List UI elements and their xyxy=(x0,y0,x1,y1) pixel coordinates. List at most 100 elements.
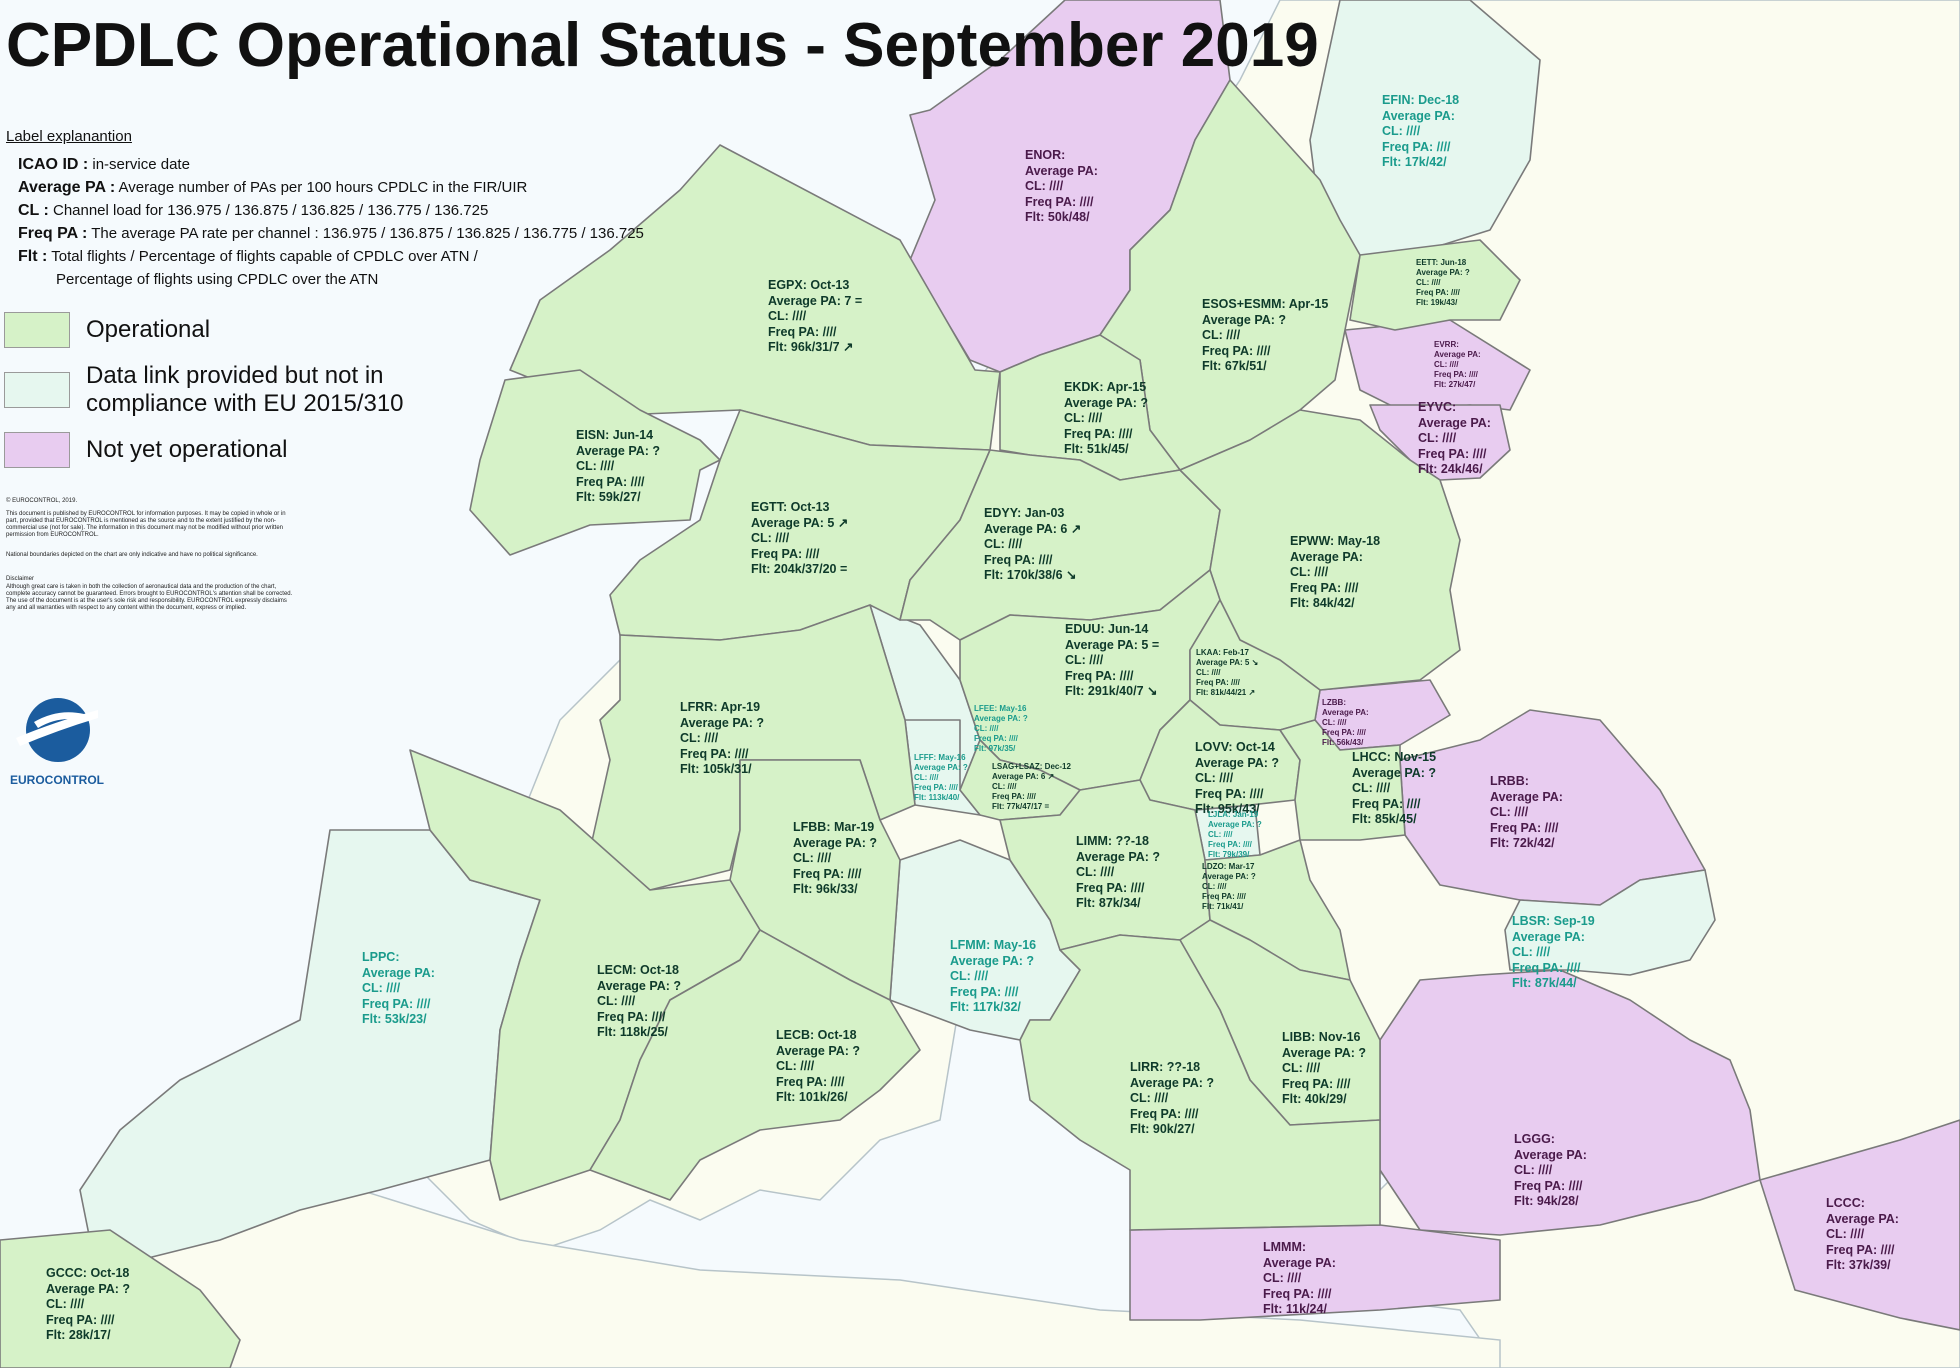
legend-desc: Percentage of flights using CPDLC over t… xyxy=(56,271,379,288)
legend-line-flt-cont: Percentage of flights using CPDLC over t… xyxy=(6,268,696,291)
fir-label-line: Average PA: ? xyxy=(914,763,968,772)
fir-label-line: CL: //// xyxy=(597,994,636,1008)
fir-label-line: Flt: 37k/39/ xyxy=(1826,1258,1891,1272)
fir-lirr xyxy=(1019,934,1381,1231)
fir-label-line: CL: //// xyxy=(680,731,719,745)
label-explanation: Label explanantion ICAO ID : in-service … xyxy=(6,128,696,291)
fir-label-line: Flt: 81k/44/21 ↗ xyxy=(1196,688,1256,697)
fir-label-line: Freq PA: //// xyxy=(974,734,1018,743)
fir-label-line: Freq PA: //// xyxy=(1490,820,1559,835)
fir-label-line: Freq PA: //// xyxy=(950,984,1019,999)
fir-label-lfff: LFFF: May-16 Average PA: ? CL: ////Freq PA… xyxy=(914,753,968,803)
fir-label-id: LIRR: ??-18 xyxy=(1130,1060,1201,1074)
fir-label-line: Average PA: 5 ↘ xyxy=(1196,658,1259,667)
fir-label-line: Average PA: ? xyxy=(1064,395,1149,410)
fir-label-line: Flt: 56k/43/ xyxy=(1322,738,1364,747)
fir-label-line: Average PA: ? xyxy=(1416,268,1470,277)
legend-line-freq-pa: Freq PA : The average PA rate per channe… xyxy=(6,222,696,245)
fir-label-line: Flt: 40k/29/ xyxy=(1282,1092,1347,1106)
fir-label-lfmm: LFMM: May-16 Average PA: ? CL: ////Freq PA… xyxy=(950,938,1036,1016)
fir-label-line: Flt: 96k/33/ xyxy=(793,882,858,896)
fir-label-id: LKAA: Feb-17 xyxy=(1196,648,1249,657)
fir-label-line: CL: //// xyxy=(1202,328,1241,342)
legend-line-icao: ICAO ID : in-service date xyxy=(6,153,696,176)
fir-label-lsag: LSAG+LSAZ: Dec-12 Average PA: 6 ↗ CL: ////… xyxy=(992,762,1071,812)
fir-label-line: Freq PA: //// xyxy=(576,474,645,489)
fir-label-line: CL: //// xyxy=(46,1297,85,1311)
legend-desc: Average number of PAs per 100 hours CPDL… xyxy=(115,179,528,196)
fir-label-line: Flt: 94k/28/ xyxy=(1514,1194,1579,1208)
fir-label-line: Freq PA: //// xyxy=(1208,840,1252,849)
fir-label-line: CL: //// xyxy=(1416,278,1441,287)
fir-label-line: Average PA: 7 = xyxy=(768,293,863,308)
fir-label-line: CL: //// xyxy=(1076,865,1115,879)
fir-label-lfrr: LFRR: Apr-19 Average PA: ? CL: ////Freq PA… xyxy=(680,700,764,778)
legend-label-operational: Operational xyxy=(86,316,211,343)
fir-label-line: Freq PA: //// xyxy=(1352,796,1421,811)
legend-key: ICAO ID : xyxy=(18,156,89,173)
fir-label-line: Flt: 113k/40/ xyxy=(914,793,960,802)
fir-label-line: Freq PA: //// xyxy=(914,783,958,792)
fir-label-id: LCCC: xyxy=(1826,1196,1865,1210)
fir-label-line: CL: //// xyxy=(362,981,401,995)
fir-label-id: LFMM: May-16 xyxy=(950,938,1037,952)
fir-label-line: Flt: 105k/31/ xyxy=(680,762,752,776)
fir-label-line: CL: //// xyxy=(751,531,790,545)
fir-label-line: Average PA: 5 ↗ xyxy=(751,515,849,530)
fir-label-epww: EPWW: May-18 Average PA: CL: ////Freq PA: … xyxy=(1290,534,1380,612)
fir-label-id: LRBB: xyxy=(1490,774,1529,788)
fir-label-line: CL: //// xyxy=(1195,771,1234,785)
fir-label-id: LECM: Oct-18 xyxy=(597,963,679,977)
fir-label-line: Freq PA: //// xyxy=(1263,1286,1332,1301)
fir-label-line: CL: //// xyxy=(1290,565,1329,579)
fir-lecb xyxy=(589,929,921,1201)
fir-label-line: Average PA: xyxy=(1434,350,1481,359)
fir-label-line: Average PA: ? xyxy=(597,978,682,993)
fir-label-line: CL: //// xyxy=(1196,668,1221,677)
fir-label-id: ENOR: xyxy=(1025,148,1066,162)
legend-desc: Total flights / Percentage of flights ca… xyxy=(47,248,478,265)
fir-label-id: EFIN: Dec-18 xyxy=(1382,93,1460,107)
fir-label-line: CL: //// xyxy=(1382,124,1421,138)
fir-label-line: CL: //// xyxy=(1263,1271,1302,1285)
fir-label-line: Flt: 77k/47/17 = xyxy=(992,802,1050,811)
fir-label-id: EGPX: Oct-13 xyxy=(768,278,850,292)
fir-label-line: Flt: 87k/34/ xyxy=(1076,896,1141,910)
fir-label-id: LFBB: Mar-19 xyxy=(793,820,875,834)
fir-label-eett: EETT: Jun-18 Average PA: ? CL: ////Freq PA… xyxy=(1416,258,1470,308)
fir-label-id: LGGG: xyxy=(1514,1132,1555,1146)
fir-label-lhcc: LHCC: Nov-15 Average PA: ? CL: ////Freq PA… xyxy=(1352,750,1436,828)
fir-label-line: Flt: 53k/23/ xyxy=(362,1012,427,1026)
fir-label-line: Average PA: xyxy=(1418,415,1491,430)
fir-label-line: Flt: 117k/32/ xyxy=(950,1000,1021,1014)
fir-label-line: Freq PA: //// xyxy=(992,792,1036,801)
fir-label-id: EETT: Jun-18 xyxy=(1416,258,1467,267)
fir-label-line: CL: //// xyxy=(1434,360,1459,369)
fir-label-id: EDYY: Jan-03 xyxy=(984,506,1065,520)
legend-key: Flt : xyxy=(18,248,48,265)
fir-label-lovv: LOVV: Oct-14 Average PA: ? CL: ////Freq PA… xyxy=(1195,740,1279,818)
fir-label-edyy: EDYY: Jan-03 Average PA: 6 ↗ CL: ////Freq … xyxy=(984,506,1081,584)
fir-label-line: Flt: 27k/47/ xyxy=(1434,380,1476,389)
fir-label-id: LIMM: ??-18 xyxy=(1076,834,1149,848)
fir-label-line: Average PA: ? xyxy=(1202,872,1256,881)
fir-label-line: CL: //// xyxy=(776,1059,815,1073)
fir-label-line: Average PA: ? xyxy=(1195,755,1280,770)
fir-label-evrr: EVRR: Average PA: CL: ////Freq PA: ////Flt… xyxy=(1434,340,1481,390)
fir-label-line: Flt: 19k/43/ xyxy=(1416,298,1458,307)
legend-key: Average PA : xyxy=(18,179,116,196)
fir-label-line: Freq PA: //// xyxy=(793,866,862,881)
fir-label-line: Average PA: xyxy=(1025,163,1098,178)
eurocontrol-logo: EUROCONTROL xyxy=(10,692,104,787)
fir-lggg xyxy=(1379,969,1761,1236)
copyright-text: © EUROCONTROL, 2019. xyxy=(6,498,78,504)
fir-lhcc xyxy=(1279,719,1406,841)
fir-label-line: Freq PA: //// xyxy=(1418,446,1487,461)
fir-label-line: Average PA: ? xyxy=(950,953,1035,968)
fir-label-libb: LIBB: Nov-16 Average PA: ? CL: ////Freq PA… xyxy=(1282,1030,1366,1108)
fir-label-line: Flt: 101k/26/ xyxy=(776,1090,848,1104)
legend-label-datalink: Data link provided but not in compliance… xyxy=(86,362,404,417)
fir-label-lccc: LCCC: Average PA: CL: ////Freq PA: ////Flt… xyxy=(1826,1196,1899,1274)
